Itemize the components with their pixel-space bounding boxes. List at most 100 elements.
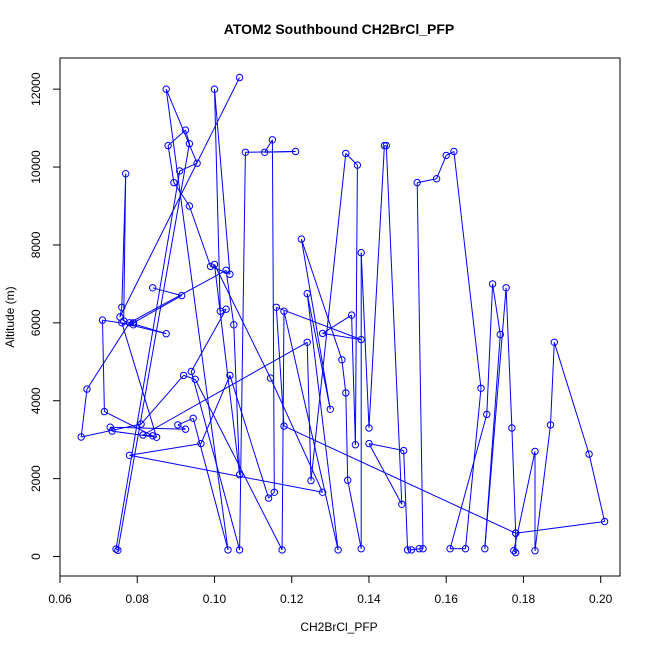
series-segment <box>225 270 235 325</box>
data-point <box>413 178 421 187</box>
data-point <box>347 311 356 319</box>
series-segment <box>177 424 186 430</box>
data-point <box>415 545 423 553</box>
series-segment <box>275 307 285 427</box>
series-segment <box>123 173 127 321</box>
series-segment <box>271 139 275 493</box>
series-segment <box>104 411 153 437</box>
data-point <box>179 371 188 380</box>
series-segment <box>142 341 308 436</box>
series-segment <box>239 152 246 550</box>
series-segment <box>233 324 241 475</box>
data-point <box>170 178 178 187</box>
series-segment <box>449 414 488 549</box>
series-segment <box>588 453 606 522</box>
series-segment <box>140 375 184 425</box>
y-tick-label: 8000 <box>29 231 43 258</box>
data-point <box>403 546 412 554</box>
data-point <box>344 476 352 484</box>
series-segment <box>341 359 347 393</box>
series-segment <box>368 145 385 429</box>
series-lines <box>80 77 606 553</box>
series-segment <box>310 153 347 481</box>
data-point <box>162 330 170 338</box>
data-point <box>270 488 278 496</box>
series-segment <box>486 283 494 415</box>
data-point <box>210 260 219 269</box>
x-tick-label: 0.08 <box>126 592 150 606</box>
data-point <box>496 330 504 339</box>
series-segment <box>86 322 130 390</box>
series-segment <box>416 182 424 549</box>
data-point <box>162 85 170 93</box>
series-segment <box>513 550 517 553</box>
series-segment <box>102 320 105 412</box>
series-segment <box>129 454 323 493</box>
series-segment <box>505 287 513 429</box>
data-point <box>181 126 190 134</box>
series-segment <box>173 182 190 207</box>
data-point <box>398 500 406 508</box>
data-point <box>512 529 520 537</box>
x-tick-label: 0.20 <box>589 592 613 606</box>
data-point <box>241 148 250 157</box>
data-point <box>118 319 126 327</box>
series-segment <box>80 389 88 438</box>
data-point <box>226 371 234 380</box>
data-point <box>206 262 215 271</box>
data-point <box>125 319 134 327</box>
data-point <box>98 316 107 324</box>
series-segment <box>165 89 229 550</box>
data-point <box>380 141 389 150</box>
x-tick-label: 0.06 <box>48 592 72 606</box>
y-tick-label: 0 <box>29 553 43 560</box>
data-point <box>226 270 234 278</box>
series-segment <box>177 417 194 426</box>
series-segment <box>347 480 362 549</box>
y-tick-label: 2000 <box>29 465 43 492</box>
series-segment <box>276 306 362 341</box>
data-point <box>432 175 441 183</box>
series-segment <box>553 342 590 455</box>
data-point <box>446 545 454 553</box>
data-point <box>334 546 342 554</box>
data-point <box>488 280 497 288</box>
data-point <box>531 547 539 555</box>
data-point <box>477 384 485 392</box>
data-point <box>185 202 194 210</box>
data-point <box>224 546 232 554</box>
data-point <box>419 545 427 553</box>
data-point <box>261 148 269 157</box>
data-point <box>137 420 145 428</box>
series-segment <box>351 315 356 445</box>
data-point <box>77 433 85 441</box>
data-point <box>129 321 138 329</box>
data-point <box>222 305 230 313</box>
data-point <box>129 319 138 327</box>
data-point <box>303 289 311 298</box>
series-segment <box>119 307 123 318</box>
series-segment <box>214 89 231 275</box>
data-point <box>303 338 311 346</box>
y-tick-label: 10000 <box>29 150 43 184</box>
data-point <box>187 367 196 376</box>
y-tick-label: 6000 <box>29 309 43 336</box>
series-segment <box>167 129 186 146</box>
series-segment <box>411 548 420 551</box>
series-segment <box>484 287 507 549</box>
data-point <box>264 494 273 502</box>
data-point <box>291 147 300 156</box>
series-segment <box>300 239 331 410</box>
x-axis: 0.06 0.08 0.10 0.12 0.14 0.16 0.18 0.20 <box>48 575 613 606</box>
data-point <box>318 488 327 496</box>
data-point <box>193 159 201 167</box>
data-point <box>342 149 350 158</box>
data-point <box>235 73 244 82</box>
series-segment <box>465 388 482 549</box>
data-point <box>185 140 194 148</box>
series-segment <box>403 450 409 550</box>
x-tick-label: 0.18 <box>512 592 536 606</box>
series-segment <box>513 451 536 551</box>
y-axis: 0 2000 4000 6000 8000 10000 12000 <box>29 72 61 560</box>
data-point <box>307 476 315 485</box>
